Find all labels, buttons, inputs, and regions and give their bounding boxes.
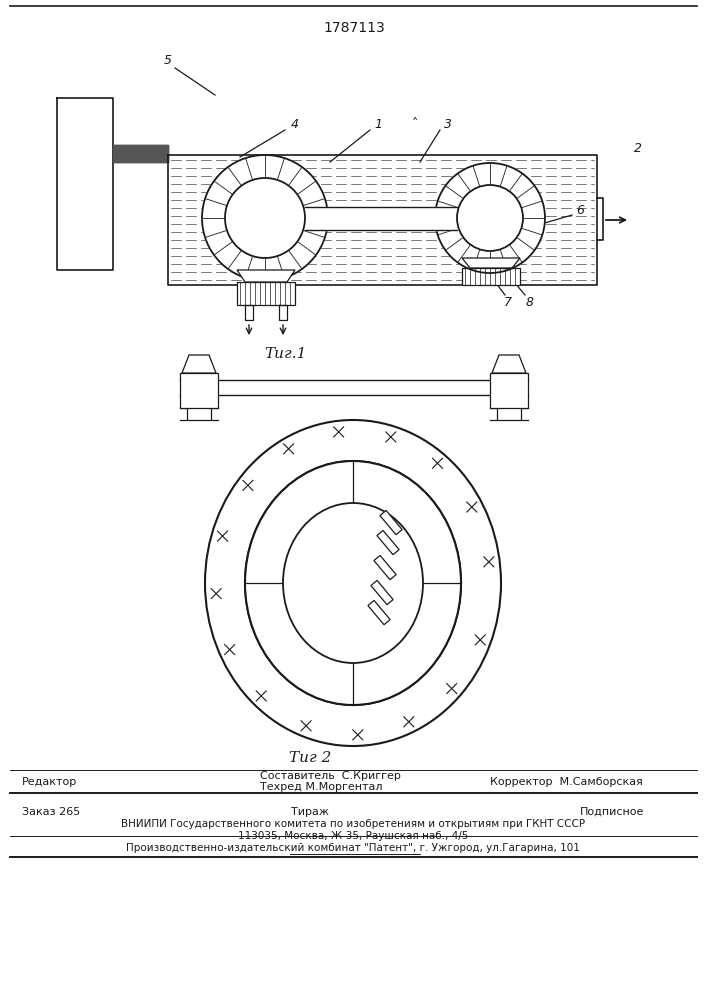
Text: Составитель  С.Криггер: Составитель С.Криггер — [260, 771, 401, 781]
Text: 1787113: 1787113 — [323, 21, 385, 35]
Text: Техред М.Моргентал: Техред М.Моргентал — [260, 782, 382, 792]
Circle shape — [225, 178, 305, 258]
Polygon shape — [492, 355, 526, 373]
Text: 7: 7 — [504, 296, 512, 308]
Bar — [237, 282, 295, 305]
Text: 3: 3 — [444, 118, 452, 131]
Ellipse shape — [245, 461, 461, 705]
Text: 2: 2 — [634, 141, 642, 154]
Circle shape — [202, 155, 328, 281]
Polygon shape — [380, 510, 402, 535]
Text: ˄: ˄ — [412, 117, 418, 130]
Text: ВНИИПИ Государственного комитета по изобретениям и открытиям при ГКНТ СССР: ВНИИПИ Государственного комитета по изоб… — [121, 819, 585, 829]
Polygon shape — [237, 270, 295, 282]
Ellipse shape — [245, 461, 461, 705]
Text: Τиг.1: Τиг.1 — [264, 347, 306, 361]
Bar — [57, 98, 113, 270]
Polygon shape — [182, 355, 216, 373]
Text: 1: 1 — [374, 117, 382, 130]
Text: Корректор  М.Самборская: Корректор М.Самборская — [490, 777, 643, 787]
Circle shape — [457, 185, 523, 251]
Bar — [180, 373, 218, 408]
Text: 5: 5 — [164, 53, 172, 66]
Text: Тираж: Тираж — [291, 807, 329, 817]
Bar — [305, 207, 457, 230]
Ellipse shape — [283, 503, 423, 663]
Bar — [113, 145, 168, 162]
Polygon shape — [377, 530, 399, 555]
Polygon shape — [462, 258, 520, 268]
Text: 8: 8 — [526, 296, 534, 308]
Circle shape — [435, 163, 545, 273]
Bar — [168, 155, 597, 285]
Text: 4: 4 — [291, 118, 299, 131]
Text: 6: 6 — [576, 204, 584, 217]
Text: Заказ 265: Заказ 265 — [22, 807, 81, 817]
Bar — [462, 268, 520, 285]
Ellipse shape — [205, 420, 501, 746]
Text: 113035, Москва, Ж-35, Раушская наб., 4/5: 113035, Москва, Ж-35, Раушская наб., 4/5 — [238, 831, 468, 841]
Text: Τиг 2: Τиг 2 — [289, 751, 331, 765]
Polygon shape — [371, 580, 393, 605]
Polygon shape — [374, 555, 396, 580]
Text: Производственно-издательский комбинат "Патент", г. Ужгород, ул.Гагарина, 101: Производственно-издательский комбинат "П… — [126, 843, 580, 853]
Text: Редактор: Редактор — [22, 777, 77, 787]
Text: Подписное: Подписное — [580, 807, 644, 817]
Bar — [490, 373, 528, 408]
Polygon shape — [368, 600, 390, 625]
